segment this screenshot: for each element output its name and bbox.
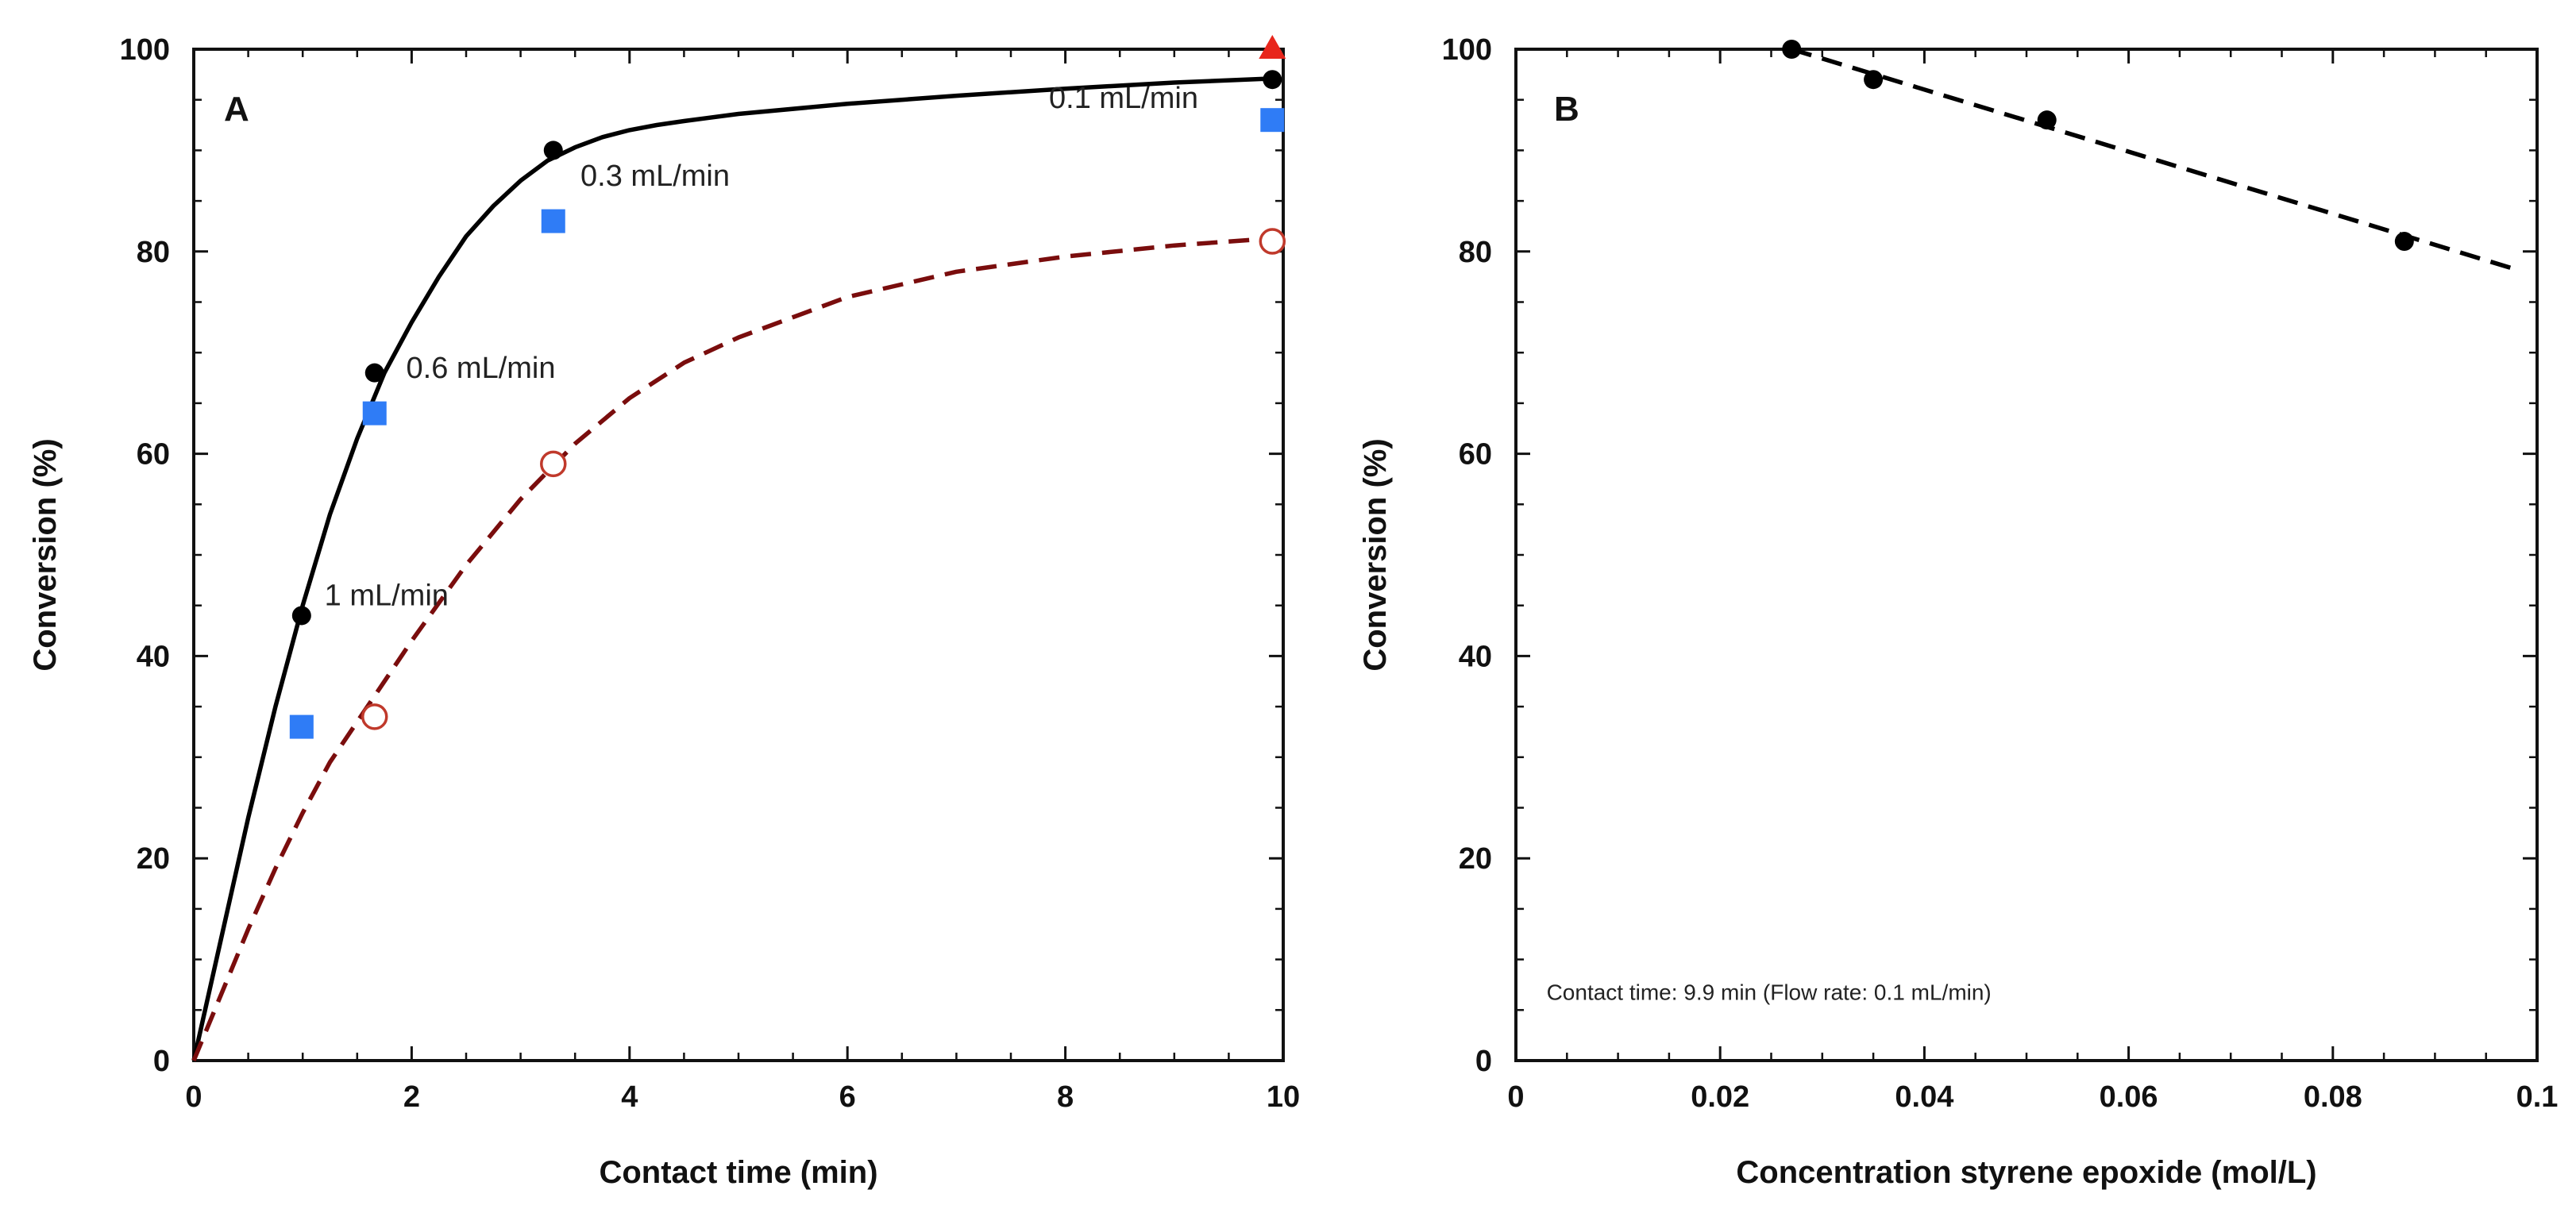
panel-b-y-tick-label: 100 <box>1442 33 1492 67</box>
panel-a-open-circles-point <box>361 703 388 730</box>
panel-b: 0 0.02 0.04 0.06 0.08 0.1 0 20 40 60 80 100 Contact… <box>1358 33 2558 1190</box>
panel-a-squares-point <box>289 714 314 739</box>
panel-b-annotation: Contact time: 9.9 min (Flow rate: 0.1 mL… <box>1547 980 1992 1005</box>
panel-b-filled-circles-point <box>2394 232 2414 252</box>
panel-b-x-tick-label: 0.04 <box>1895 1080 1953 1114</box>
panel-a-x-tick-label: 8 <box>1057 1080 1074 1114</box>
panel-a-plot-frame <box>192 48 1285 1062</box>
panel-b-annotations: Contact time: 9.9 min (Flow rate: 0.1 mL… <box>1547 980 1992 1005</box>
panel-a-x-tick-label: 10 <box>1267 1080 1300 1114</box>
panel-a-squares-point <box>362 401 387 426</box>
panel-b-filled-circles-point <box>1782 40 1802 59</box>
panel-a-squares-point <box>1260 108 1285 133</box>
panel-b-x-tick-label: 0 <box>1507 1080 1524 1114</box>
panel-b-x-axis-title: Concentration styrene epoxide (mol/L) <box>1736 1155 2316 1190</box>
panel-a-data-points <box>289 35 1286 739</box>
panel-a-filled-circles-point <box>543 141 563 160</box>
panel-b-y-axis-title: Conversion (%) <box>1358 438 1393 671</box>
panel-a-x-tick-label: 2 <box>403 1080 420 1114</box>
panel-a-y-tick-label: 60 <box>137 438 170 472</box>
panel-b-x-tick-label: 0.02 <box>1691 1080 1749 1114</box>
panel-a-x-tick-label: 6 <box>839 1080 856 1114</box>
panel-a-fit-lines <box>191 76 1273 1062</box>
panel-b-data-points <box>1782 40 2414 252</box>
panel-a-annotation: 0.6 mL/min <box>407 352 556 385</box>
panel-b-filled-circles-point <box>1864 70 1884 90</box>
panel-b-x-tick-label: 0.08 <box>2304 1080 2362 1114</box>
panel-a-fit-dashed-line <box>191 236 1273 1062</box>
panel-b-y-tick-label: 80 <box>1459 236 1492 269</box>
panel-b-y-tick-label: 60 <box>1459 438 1492 472</box>
panel-a-triangle-point <box>1259 35 1286 59</box>
panel-a-annotations: 1 mL/min 0.6 mL/min 0.3 mL/min 0.1 mL/min <box>325 82 1198 613</box>
panel-a-open-circles-point <box>1259 228 1286 255</box>
panel-b-filled-circles-point <box>2037 110 2057 130</box>
panel-a-y-tick-label: 0 <box>153 1045 170 1078</box>
panel-a-y-tick-label: 100 <box>120 33 170 67</box>
panel-a-fit-solid-line <box>191 76 1273 1061</box>
panel-a-y-axis-title: Conversion (%) <box>28 438 63 671</box>
panel-a-letter: A <box>224 90 249 129</box>
panel-a-y-tick-label: 40 <box>137 640 170 673</box>
panel-b-x-tick-label: 0.06 <box>2100 1080 2158 1114</box>
panel-b-x-tick-label: 0.1 <box>2516 1080 2559 1114</box>
panel-a-filled-circles-point <box>364 363 384 383</box>
panel-b-y-tick-label: 40 <box>1459 640 1492 673</box>
panel-b-letter: B <box>1554 90 1579 129</box>
panel-a-filled-circles-point <box>291 606 311 626</box>
panel-a-squares-point <box>541 209 565 233</box>
panel-a-filled-circles-point <box>1263 70 1282 90</box>
panel-a-x-tick-label: 0 <box>185 1080 202 1114</box>
panel-a-annotation: 0.3 mL/min <box>580 160 730 193</box>
panel-a-y-tick-label: 20 <box>137 842 170 876</box>
panel-a-annotation: 0.1 mL/min <box>1049 82 1198 115</box>
panel-a-annotation: 1 mL/min <box>325 580 449 613</box>
panel-b-y-tick-label: 20 <box>1459 842 1492 876</box>
panel-b-ticks: 0 0.02 0.04 0.06 0.08 0.1 0 20 40 60 80 100 <box>1442 33 2559 1114</box>
panel-b-plot-frame <box>1514 48 2539 1062</box>
panel-a-x-axis-title: Contact time (min) <box>599 1155 877 1190</box>
panel-b-y-tick-label: 0 <box>1475 1045 1492 1078</box>
panel-a-y-tick-label: 80 <box>137 236 170 269</box>
panel-a-x-tick-label: 4 <box>621 1080 638 1114</box>
panel-a-open-circles-point <box>540 450 567 478</box>
